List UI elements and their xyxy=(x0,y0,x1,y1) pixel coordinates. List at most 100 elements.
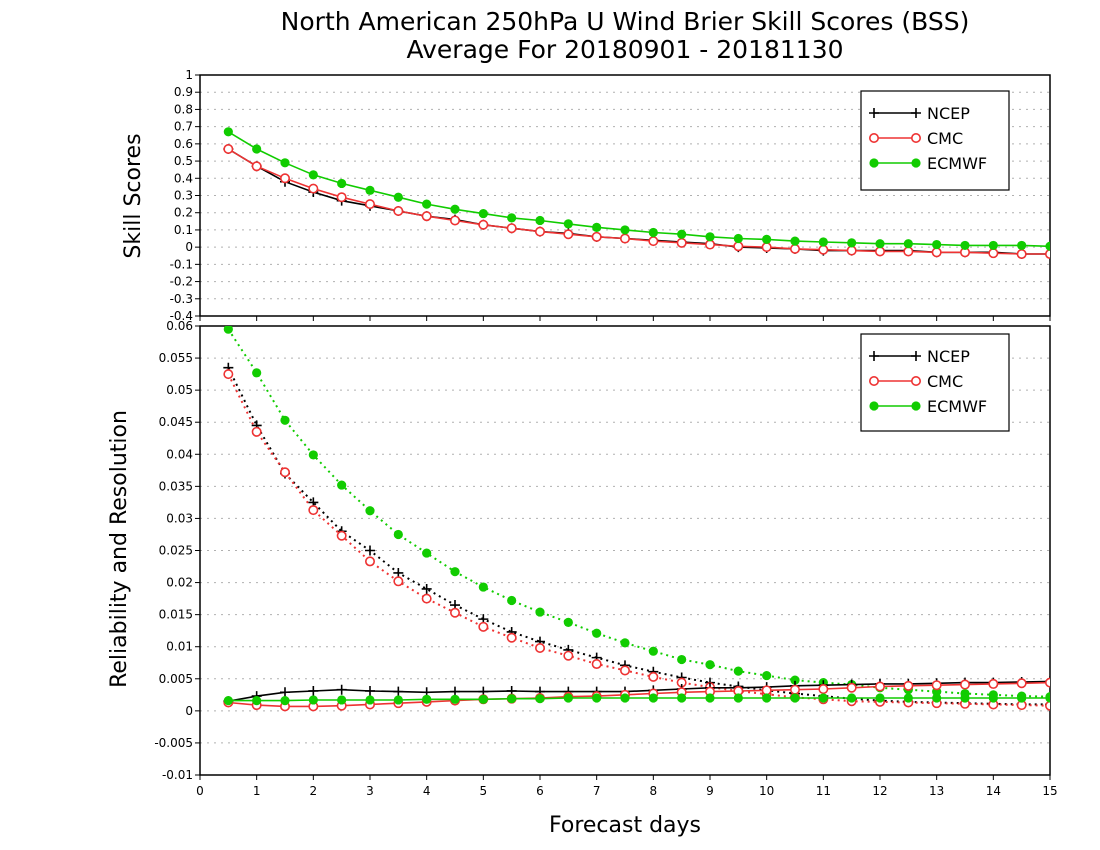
legend-label: NCEP xyxy=(927,104,970,123)
data-point xyxy=(762,234,772,244)
data-point xyxy=(676,237,687,248)
data-point xyxy=(874,681,885,692)
data-point xyxy=(421,593,432,604)
data-point xyxy=(535,215,545,226)
x-tick-label: 1 xyxy=(253,784,261,798)
data-point xyxy=(563,617,573,627)
data-point xyxy=(874,246,885,257)
data-point xyxy=(875,693,885,703)
data-point xyxy=(478,694,488,704)
data-point xyxy=(308,685,319,696)
data-point xyxy=(648,693,658,703)
series-ecmwf xyxy=(223,127,1050,251)
top-panel-ylabel: Skill Scores xyxy=(121,133,146,258)
legend-label: ECMWF xyxy=(927,397,987,416)
data-point xyxy=(308,695,318,705)
data-point xyxy=(960,240,970,251)
data-point xyxy=(449,215,460,226)
data-point xyxy=(620,693,630,703)
legend-label: NCEP xyxy=(927,347,970,366)
data-point xyxy=(761,242,772,253)
series-line xyxy=(227,367,1050,706)
data-point xyxy=(252,144,262,154)
data-point xyxy=(223,127,233,137)
x-tick-label: 3 xyxy=(366,784,374,798)
data-point xyxy=(591,659,602,670)
legend-marker xyxy=(868,133,879,144)
skill-scores-panel: -0.4 -0.3 -0.2 -0.1 0 0.1 0.2 0.3 0.4 0.5 0.6 0.7 0.… xyxy=(170,68,1051,323)
reliability-resolution-panel: -0.01 -0.005 0 0.005 0.01 0.015 0.02 0.025 0.03 0… xyxy=(154,319,1057,798)
data-point xyxy=(563,219,573,229)
data-point xyxy=(988,240,998,251)
data-point xyxy=(422,548,432,558)
y-tick-label: 0.1 xyxy=(174,223,193,237)
data-point xyxy=(364,556,375,567)
data-point xyxy=(1016,678,1027,689)
legend-label: CMC xyxy=(927,372,963,391)
data-point xyxy=(535,694,545,704)
data-point xyxy=(449,607,460,618)
data-point xyxy=(336,530,347,541)
data-point xyxy=(591,231,602,242)
legend-marker xyxy=(910,133,921,144)
data-point xyxy=(960,693,970,703)
data-point xyxy=(677,693,687,703)
data-point xyxy=(790,693,800,703)
legend-box xyxy=(860,90,1010,191)
data-point xyxy=(932,693,942,703)
data-point xyxy=(308,183,319,194)
y-tick-label: 0.05 xyxy=(166,383,193,397)
legend-marker xyxy=(869,401,879,411)
series-line xyxy=(227,131,1050,248)
data-point xyxy=(988,693,998,703)
data-point xyxy=(365,695,375,705)
data-point xyxy=(988,678,999,689)
data-point xyxy=(619,233,630,244)
data-point xyxy=(789,243,800,254)
data-point xyxy=(507,694,517,704)
x-tick-label: 6 xyxy=(536,784,544,798)
x-tick-label: 7 xyxy=(593,784,601,798)
data-point xyxy=(931,680,942,691)
x-tick-label: 12 xyxy=(872,784,887,798)
data-point xyxy=(365,545,375,556)
data-point xyxy=(251,426,262,437)
data-point xyxy=(534,642,545,653)
data-point xyxy=(733,666,743,676)
data-point xyxy=(337,178,347,189)
data-point xyxy=(988,248,999,259)
legend-marker xyxy=(911,401,921,411)
y-tick-label: -0.3 xyxy=(170,292,193,306)
y-tick-label: -0.1 xyxy=(170,257,193,271)
legend-marker xyxy=(910,375,921,386)
data-point xyxy=(959,679,970,690)
data-point xyxy=(365,685,375,696)
data-point xyxy=(308,450,318,460)
data-point xyxy=(648,646,658,656)
data-point xyxy=(931,247,942,258)
data-point xyxy=(619,665,630,676)
legend-marker xyxy=(911,108,921,118)
legend-label: CMC xyxy=(927,129,963,148)
y-tick-label: 0.055 xyxy=(159,351,193,365)
data-point xyxy=(478,208,488,219)
data-point xyxy=(592,222,602,232)
data-point xyxy=(875,239,885,249)
data-point xyxy=(308,505,319,516)
data-point xyxy=(563,229,574,240)
y-tick-label: 0.3 xyxy=(174,189,193,203)
data-point xyxy=(478,582,488,592)
x-tick-label: 14 xyxy=(986,784,1001,798)
data-point xyxy=(1045,249,1050,260)
data-point xyxy=(534,226,545,237)
y-tick-label: 0.7 xyxy=(174,120,193,134)
bottom-panel-ylabel: Reliability and Resolution xyxy=(107,410,132,688)
data-point xyxy=(450,567,460,577)
y-tick-label: 0.06 xyxy=(166,319,193,333)
data-point xyxy=(506,632,517,643)
y-tick-label: 0.035 xyxy=(159,479,193,493)
data-point xyxy=(677,654,687,665)
y-tick-label: 0.8 xyxy=(174,102,193,116)
x-tick-label: 4 xyxy=(423,784,431,798)
